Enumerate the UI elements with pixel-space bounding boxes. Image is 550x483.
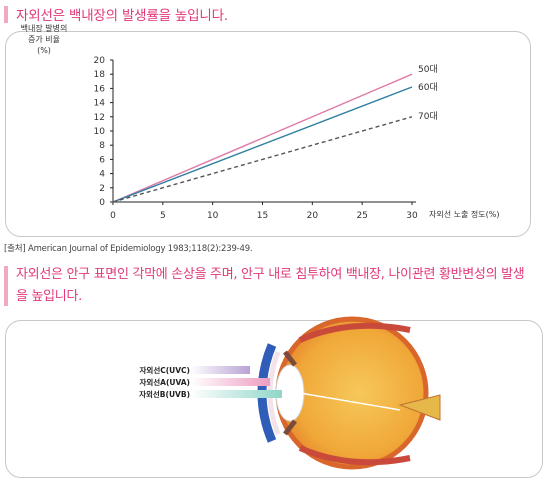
- eye-muscle-top: [298, 322, 411, 343]
- uvb-ray: [190, 390, 282, 398]
- y-tick-label: 12: [94, 113, 105, 123]
- section-heading-uv-damage: 자외선은 안구 표면인 각막에 손상을 주며, 안구 내로 침투하여 백내장, …: [4, 264, 536, 308]
- uva-label: 자외선A(UVA): [139, 378, 190, 387]
- x-axis-label: 자외선 노출 정도(%): [429, 209, 499, 219]
- chart-panel: [5, 31, 531, 237]
- y-tick-label: 18: [94, 70, 106, 80]
- heading-accent-bar: [4, 266, 8, 306]
- y-tick-label: 4: [99, 170, 105, 180]
- y-tick-label: 0: [99, 198, 105, 208]
- y-tick-label: 8: [99, 141, 105, 151]
- iris: [283, 350, 297, 436]
- cataract-chart: 0 2 4 6 8 10 12 14 16 18 20 0 5 10 15 20 25 30 자외선 노출 정도(%…: [94, 56, 500, 221]
- heading-accent-bar: [4, 5, 8, 23]
- x-tick-label: 15: [257, 211, 268, 221]
- x-tick-label: 0: [110, 211, 116, 221]
- y-tick-label: 20: [94, 56, 106, 66]
- uvc-ray: [190, 366, 250, 374]
- light-path: [299, 392, 401, 411]
- heading-text: 자외선은 백내장의 발생률을 높입니다.: [16, 8, 228, 24]
- y-tick-label: 2: [99, 184, 105, 194]
- y-tick-label: 14: [94, 99, 106, 109]
- y-tick-label: 6: [99, 155, 105, 165]
- source-citation: [출처] American Journal of Epidemiology 19…: [4, 244, 253, 254]
- y-tick-label: 10: [94, 127, 106, 137]
- uvb-label: 자외선B(UVB): [139, 390, 190, 399]
- eye-muscle-bottom: [298, 445, 411, 466]
- x-tick-label: 25: [356, 211, 367, 221]
- x-tick-label: 30: [406, 211, 418, 221]
- section-heading-cataract: 자외선은 백내장의 발생률을 높입니다.: [4, 4, 228, 24]
- y-tick-label: 16: [94, 84, 106, 94]
- series-label-2: 60대: [418, 82, 438, 93]
- series-line-1: [112, 73, 413, 203]
- uvc-label: 자외선C(UVC): [139, 366, 190, 375]
- series-line-3: [112, 116, 413, 203]
- x-tick-label: 10: [207, 211, 219, 221]
- series-line-2: [112, 86, 413, 203]
- x-tick-label: 5: [160, 211, 166, 221]
- optic-nerve: [398, 394, 441, 421]
- series-label-3: 70대: [418, 111, 438, 122]
- x-tick-label: 20: [307, 211, 319, 221]
- series-label-1: 50대: [418, 64, 438, 75]
- heading-text: 자외선은 안구 표면인 각막에 손상을 주며, 안구 내로 침투하여 백내장, …: [16, 267, 525, 304]
- uva-ray: [190, 378, 270, 386]
- chart-y-axis-label: 백내장 발병의 증가 비율 (%): [20, 24, 68, 55]
